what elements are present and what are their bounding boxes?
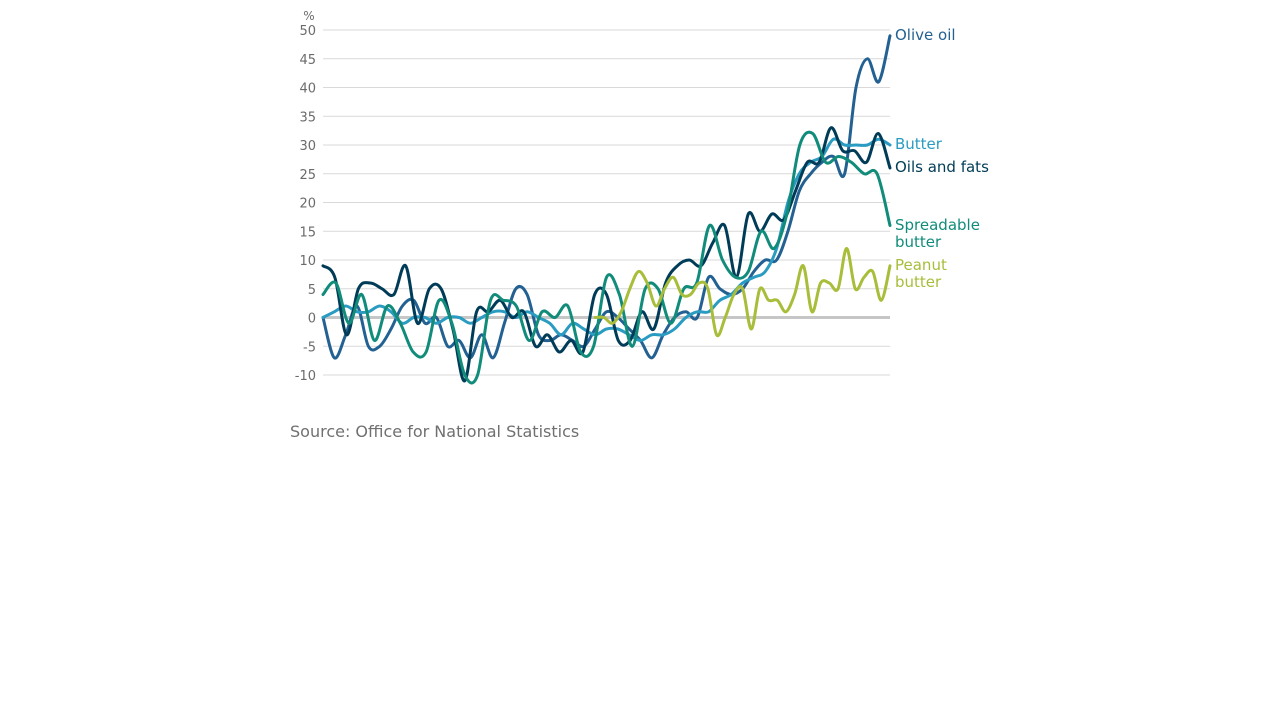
source-note: Source: Office for National Statistics [290,422,580,441]
series-line-butter [321,137,892,342]
y-tick-label: -10 [295,369,316,384]
y-tick-label: 20 [299,197,316,212]
series-line-oils-and-fats [321,126,892,383]
gridlines [323,29,890,376]
y-tick-label: 35 [299,110,316,125]
series-label-butter: Butter [895,135,943,153]
series-label-olive-oil: Olive oil [895,26,956,44]
y-tick-label: -5 [303,340,316,355]
y-tick-label: 40 [299,82,316,97]
y-tick-label: 0 [308,312,316,327]
series-label-peanut-butter: Peanut butter [895,256,947,291]
series-line-olive-oil [321,34,892,360]
y-tick-label: 10 [299,254,316,269]
y-tick-label: 15 [299,225,316,240]
y-tick-label: 50 [299,24,316,39]
y-tick-label: 30 [299,139,316,154]
y-tick-label: 5 [308,283,316,298]
series-line-spreadable-butter [321,130,892,385]
y-tick-label: 45 [299,53,316,68]
series-labels: Olive oil Butter Oils and fats Spreadable bu… [895,26,989,291]
series-line-peanut-butter [593,247,892,338]
y-tick-label: 25 [299,168,316,183]
series-lines [321,34,892,385]
series-label-oils-and-fats: Oils and fats [895,158,989,176]
series-label-spreadable-butter: Spreadable butter [895,216,980,251]
y-axis-unit: % [303,9,314,23]
